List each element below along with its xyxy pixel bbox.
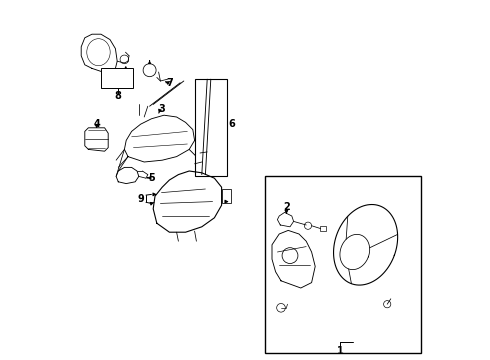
Text: 1: 1: [337, 346, 344, 356]
Text: 4: 4: [93, 119, 100, 129]
Bar: [221, 189, 231, 203]
Text: 8: 8: [115, 91, 122, 101]
Bar: [101, 68, 133, 88]
Text: 7: 7: [166, 78, 173, 88]
Text: 3: 3: [158, 104, 165, 114]
Bar: [265, 176, 421, 353]
Text: 9: 9: [138, 194, 145, 204]
Text: 2: 2: [283, 202, 290, 212]
Text: 5: 5: [149, 173, 155, 183]
Text: 6: 6: [228, 119, 235, 129]
Bar: [195, 79, 227, 176]
Bar: [320, 226, 326, 231]
